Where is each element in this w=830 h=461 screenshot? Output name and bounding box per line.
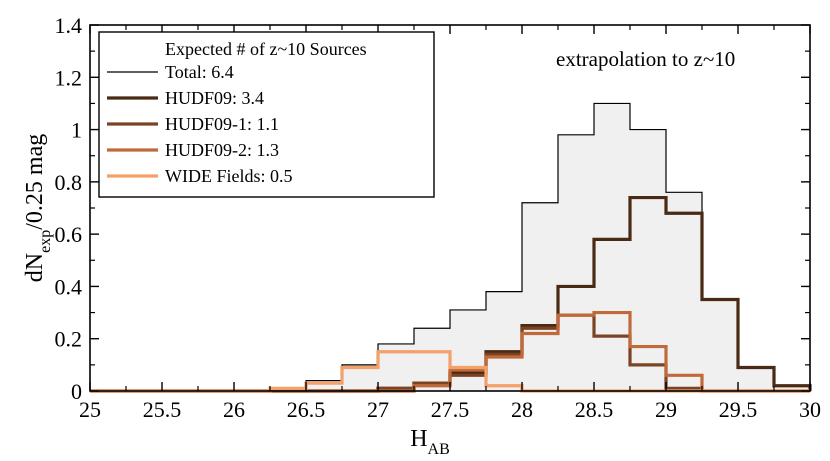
x-tick-label: 26 (223, 397, 245, 422)
x-tick-label: 30 (799, 397, 821, 422)
x-ticks: 25 25.5 26 26.5 27 27.5 28 28.5 29 29.5 30 (79, 25, 821, 422)
x-tick-label: 25 (79, 397, 101, 422)
legend-label-hudf09-2-1-3: HUDF09-2: 1.3 (165, 140, 279, 160)
y-axis-label: dNexp/0.25 mag (22, 134, 54, 282)
legend-label-wide-fields-0-5: WIDE Fields: 0.5 (165, 166, 293, 186)
x-tick-label: 28 (511, 397, 533, 422)
y-tick-label: 1.4 (55, 13, 83, 38)
legend-label-hudf09-3-4: HUDF09: 3.4 (165, 88, 264, 108)
x-tick-label: 26.5 (287, 397, 326, 422)
x-tick-label: 27.5 (431, 397, 470, 422)
legend-label-hudf09-1-1-1: HUDF09-1: 1.1 (165, 114, 279, 134)
y-tick-label: 0.6 (55, 222, 83, 247)
y-tick-label: 0.8 (55, 170, 83, 195)
x-tick-label: 29.5 (719, 397, 758, 422)
y-ticks: 0 0.2 0.4 0.6 0.8 1 1.2 1.4 (55, 13, 810, 404)
x-tick-label: 28.5 (575, 397, 614, 422)
x-tick-label: 25.5 (143, 397, 182, 422)
x-tick-label: 27 (367, 397, 389, 422)
y-tick-label: 1.2 (55, 65, 83, 90)
annotation-text: extrapolation to z~10 (556, 47, 735, 71)
y-tick-label: 1 (71, 118, 82, 143)
legend: Expected # of z~10 Sources Total: 6.4 HUD… (98, 31, 435, 198)
legend-title: Expected # of z~10 Sources (165, 39, 367, 59)
y-tick-label: 0.2 (55, 327, 83, 352)
y-tick-label: 0 (71, 379, 82, 404)
legend-entries: Total: 6.4 HUDF09: 3.4 HUDF09-1: 1.1 HUDF09… (107, 62, 293, 186)
legend-box (98, 31, 435, 198)
legend-label-total-6-4: Total: 6.4 (165, 62, 234, 82)
y-tick-label: 0.4 (55, 274, 83, 299)
x-axis-label: HAB (410, 426, 450, 458)
x-tick-label: 29 (655, 397, 677, 422)
